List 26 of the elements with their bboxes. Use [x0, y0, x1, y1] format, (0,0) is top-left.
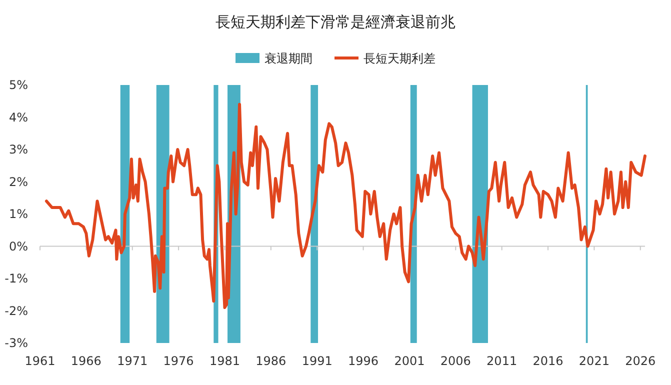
- x-tick-label: 2001: [394, 354, 425, 368]
- y-tick-label: -3%: [4, 336, 28, 350]
- y-tick-label: 3%: [8, 142, 28, 156]
- x-tick-label: 2006: [440, 354, 471, 368]
- y-tick-label: 4%: [8, 110, 28, 124]
- x-tick-label: 1991: [302, 354, 332, 368]
- x-tick-label: 1976: [163, 354, 194, 368]
- y-tick-label: -2%: [4, 304, 28, 318]
- chart-title: 長短天期利差下滑常是經濟衰退前兆: [216, 13, 456, 31]
- x-tick-label: 2026: [625, 354, 656, 368]
- y-tick-label: 1%: [8, 207, 28, 221]
- x-tick-label: 1971: [117, 354, 148, 368]
- x-tick-label: 1986: [256, 354, 286, 368]
- x-tick-label: 1996: [348, 354, 379, 368]
- y-tick-label: 5%: [8, 78, 28, 92]
- x-tick-label: 1961: [24, 354, 56, 368]
- x-tick-label: 2011: [486, 354, 518, 368]
- y-tick-label: -1%: [4, 272, 28, 286]
- x-tick-label: 2016: [532, 354, 564, 368]
- x-tick-label: 1966: [70, 354, 102, 368]
- legend-label: 衰退期間: [264, 52, 312, 66]
- y-tick-label: 2%: [8, 174, 28, 189]
- x-tick-label: 2021: [578, 354, 610, 368]
- legend-label: 長短天期利差: [364, 52, 436, 66]
- y-tick-label: 0%: [8, 239, 28, 254]
- x-tick-label: 1981: [209, 354, 240, 368]
